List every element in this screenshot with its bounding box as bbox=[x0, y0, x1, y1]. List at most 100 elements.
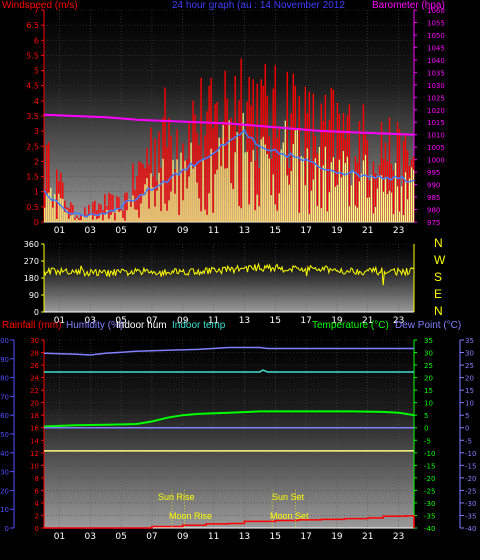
p3-dew-tick--20: -20 bbox=[465, 475, 476, 483]
p2-x-tick-15: 15 bbox=[270, 316, 281, 326]
p1-right-tick-1060: 1060 bbox=[427, 7, 445, 15]
p3-dew-tick-15: 15 bbox=[465, 387, 474, 395]
wind-mean-line bbox=[43, 128, 415, 218]
barometer-axis-label: Barometer (hpa) bbox=[372, 0, 445, 11]
p1-left-tick-7: 7 bbox=[34, 6, 39, 15]
p1-left-tick-3.5: 3.5 bbox=[26, 112, 39, 121]
p3-dew-tick--15: -15 bbox=[465, 462, 476, 470]
p3-rain-tick-30: 30 bbox=[0, 469, 9, 477]
p2-x-tick-09: 09 bbox=[177, 316, 189, 326]
p3-temp-tick--15: -15 bbox=[424, 462, 435, 470]
p3-rain-tick-40: 40 bbox=[0, 450, 9, 458]
p3-rain-tick-70: 70 bbox=[0, 393, 9, 401]
p1-right-tick-1030: 1030 bbox=[427, 82, 445, 90]
indoor-hum-label: Indoor hum bbox=[116, 320, 167, 331]
p1-right-tick-1055: 1055 bbox=[427, 19, 445, 27]
p3-temp-tick-10: 10 bbox=[424, 400, 433, 408]
rainfall-line bbox=[44, 515, 415, 529]
p3-x-tick-09: 09 bbox=[177, 532, 189, 542]
p2-left-tick-90: 90 bbox=[29, 291, 39, 300]
p3-dew-tick--40: -40 bbox=[465, 525, 476, 533]
p3-x-tick-21: 21 bbox=[362, 532, 373, 542]
p3-temp-tick-0: 0 bbox=[424, 425, 428, 433]
windspeed-axis-label: Windspeed (m/s) bbox=[2, 0, 78, 11]
p3-small-tick-8: 8 bbox=[35, 475, 39, 483]
p3-dew-tick--30: -30 bbox=[465, 500, 476, 508]
p3-small-tick-30: 30 bbox=[30, 337, 39, 345]
p2-x-tick-03: 03 bbox=[85, 316, 96, 326]
compass-n-top: N bbox=[434, 236, 443, 250]
p3-rain-tick-0: 0 bbox=[5, 525, 9, 533]
p1-left-tick-4.5: 4.5 bbox=[26, 82, 39, 91]
moon-set-annotation: Moon Set bbox=[270, 511, 309, 521]
p3-small-tick-14: 14 bbox=[30, 437, 39, 445]
p3-x-tick-03: 03 bbox=[85, 532, 96, 542]
p3-x-tick-19: 19 bbox=[331, 532, 343, 542]
p1-right-tick-980: 980 bbox=[427, 207, 440, 215]
p1-right-tick-1000: 1000 bbox=[427, 157, 445, 165]
p3-rain-tick-90: 90 bbox=[0, 356, 9, 364]
p3-dew-tick-30: 30 bbox=[465, 350, 474, 358]
p3-small-tick-12: 12 bbox=[30, 450, 39, 458]
p1-left-tick-1.5: 1.5 bbox=[26, 173, 39, 182]
p1-x-tick-15: 15 bbox=[270, 226, 281, 236]
indoor-temp-line bbox=[44, 369, 414, 373]
p1-right-tick-995: 995 bbox=[427, 169, 440, 177]
panel2-background bbox=[44, 244, 414, 312]
p1-x-tick-19: 19 bbox=[331, 226, 343, 236]
p3-temp-tick--10: -10 bbox=[424, 450, 435, 458]
p3-temp-tick--20: -20 bbox=[424, 475, 435, 483]
p3-small-tick-16: 16 bbox=[30, 425, 39, 433]
p3-temp-tick-30: 30 bbox=[424, 350, 433, 358]
p3-x-tick-05: 05 bbox=[115, 532, 126, 542]
p1-x-tick-09: 09 bbox=[177, 226, 189, 236]
p1-left-tick-6: 6 bbox=[34, 36, 39, 45]
p1-left-tick-0.5: 0.5 bbox=[26, 203, 39, 212]
p3-dew-tick--10: -10 bbox=[465, 450, 476, 458]
compass-n-bottom: N bbox=[434, 304, 443, 318]
p3-dew-tick--5: -5 bbox=[465, 437, 472, 445]
p1-left-tick-2.5: 2.5 bbox=[26, 142, 39, 151]
p3-dew-tick--35: -35 bbox=[465, 512, 476, 520]
p3-small-tick-26: 26 bbox=[30, 362, 39, 370]
p1-right-tick-1050: 1050 bbox=[427, 32, 445, 40]
compass-e: E bbox=[434, 287, 443, 301]
p1-x-tick-03: 03 bbox=[85, 226, 96, 236]
p1-right-tick-990: 990 bbox=[427, 182, 440, 190]
p3-x-tick-07: 07 bbox=[146, 532, 157, 542]
p2-left-tick-360: 360 bbox=[24, 240, 39, 249]
p3-temp-tick--40: -40 bbox=[424, 525, 435, 533]
p3-dew-tick--25: -25 bbox=[465, 487, 476, 495]
barometer-line bbox=[43, 113, 415, 136]
p2-x-tick-05: 05 bbox=[115, 316, 126, 326]
chart-title: 24 hour graph (au : 14 November 2012 bbox=[172, 0, 345, 11]
p3-temp-tick--5: -5 bbox=[424, 437, 431, 445]
p1-x-tick-05: 05 bbox=[115, 226, 126, 236]
p1-left-tick-5.5: 5.5 bbox=[26, 51, 39, 60]
p3-rain-tick-100: 100 bbox=[0, 337, 9, 345]
p3-dew-tick-20: 20 bbox=[465, 375, 474, 383]
p3-dew-tick-0: 0 bbox=[465, 425, 469, 433]
sun-set-annotation: Sun Set bbox=[272, 492, 305, 502]
axes: 0 0.5 1 1.5 2 2.5 3 3.5 4 4.5 5 5.5 6 6.5 7 975 980 985 99… bbox=[0, 6, 476, 542]
compass-s: S bbox=[434, 270, 443, 284]
p3-temp-tick--25: -25 bbox=[424, 487, 435, 495]
p3-temp-tick-35: 35 bbox=[424, 337, 433, 345]
series-group bbox=[43, 58, 415, 529]
p1-right-tick-1025: 1025 bbox=[427, 94, 445, 102]
p3-temp-tick-25: 25 bbox=[424, 362, 433, 370]
p3-temp-tick-15: 15 bbox=[424, 387, 433, 395]
p3-x-tick-11: 11 bbox=[208, 532, 219, 542]
p3-x-tick-15: 15 bbox=[270, 532, 281, 542]
p2-x-tick-21: 21 bbox=[362, 316, 373, 326]
p1-left-tick-1: 1 bbox=[34, 188, 39, 197]
p3-temp-tick--30: -30 bbox=[424, 500, 435, 508]
p2-left-tick-0: 0 bbox=[34, 308, 39, 317]
p1-right-tick-1010: 1010 bbox=[427, 132, 445, 140]
p3-rain-tick-10: 10 bbox=[0, 506, 9, 514]
wind-average-series bbox=[44, 112, 415, 222]
p3-rain-tick-60: 60 bbox=[0, 412, 9, 420]
temperature-axis-label: Temperature (°C) bbox=[312, 320, 389, 331]
